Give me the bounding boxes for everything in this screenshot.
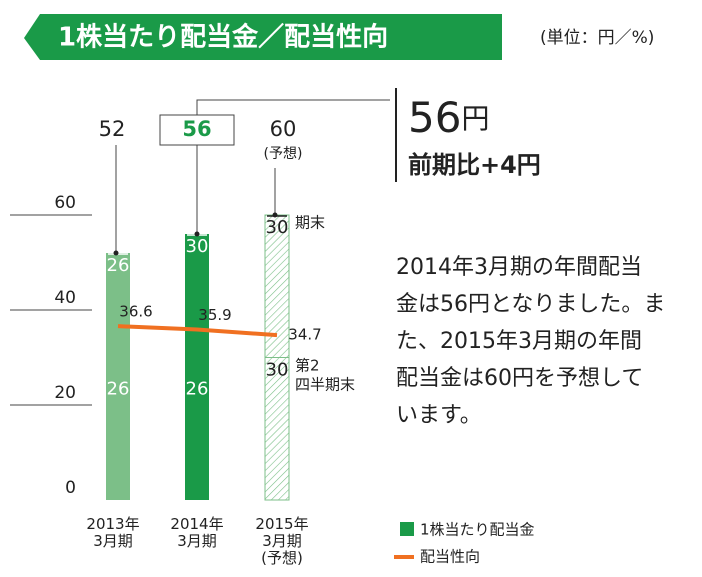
bar-segment: [106, 253, 130, 377]
legend-label: 配当性向: [420, 548, 480, 566]
description-line: 配当金は60円を予想して: [396, 366, 643, 391]
bar-segment: [185, 234, 209, 377]
bar-segment: [185, 376, 209, 500]
y-tick-label: 0: [65, 478, 76, 498]
legend-label: 1株当たり配当金: [420, 521, 535, 539]
title-band-edge: [24, 14, 40, 60]
description: 2014年3月期の年間配当金は56円となりました。また、2015年3月期の年間配…: [396, 255, 665, 428]
description-line: 金は56円となりました。ま: [396, 292, 665, 317]
line-label: 36.6: [119, 303, 152, 321]
description-line: 2014年3月期の年間配当: [396, 255, 642, 280]
y-tick-label: 60: [54, 193, 76, 213]
payout-line: [117, 324, 278, 338]
segment-name: 期末: [295, 214, 325, 232]
total-label: 56: [182, 117, 211, 141]
segment-label: 30: [266, 217, 289, 238]
segment-label: 26: [186, 379, 209, 400]
total-label: 52: [99, 117, 126, 141]
segment-name: 第2 四半期末: [295, 356, 355, 393]
legend-swatch: [400, 522, 414, 536]
forecast-note: (予想): [264, 146, 303, 162]
y-tick-label: 40: [54, 288, 76, 308]
bar-segment: [264, 357, 290, 501]
total-label: 60: [270, 117, 297, 141]
x-tick-label: 2013年 3月期: [86, 515, 139, 550]
leader-dot: [272, 212, 278, 218]
x-tick-label: 2014年 3月期: [170, 515, 223, 550]
description-line: います。: [396, 403, 482, 428]
x-tick-label: 2015年 3月期(予想): [255, 515, 308, 567]
callout-change: 前期比+4円: [408, 151, 541, 179]
leader-dot: [194, 231, 200, 237]
line-label: 34.7: [288, 326, 321, 344]
callout-value: 56円: [408, 93, 489, 142]
title-band: [40, 14, 502, 60]
segment-label: 26: [107, 255, 130, 276]
segment-label: 26: [107, 379, 130, 400]
callout-leader: [196, 99, 390, 115]
leader-dot: [113, 250, 119, 256]
segment-label: 30: [186, 236, 209, 257]
chart-title: 1株当たり配当金／配当性向: [58, 22, 388, 53]
unit-note: (単位：円／%): [540, 28, 654, 48]
segment-label: 30: [266, 360, 289, 381]
bar-segment: [106, 376, 130, 500]
y-tick-label: 20: [54, 383, 76, 403]
description-line: た、2015年3月期の年間: [396, 329, 642, 354]
line-label: 35.9: [198, 306, 231, 324]
